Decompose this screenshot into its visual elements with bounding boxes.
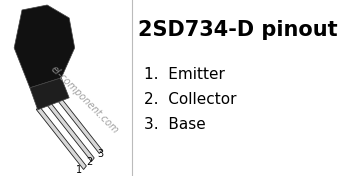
Text: 3: 3 <box>98 149 104 159</box>
Text: 2SD734-D pinout: 2SD734-D pinout <box>138 20 337 40</box>
Polygon shape <box>52 90 102 153</box>
Polygon shape <box>44 98 94 162</box>
Polygon shape <box>36 106 86 169</box>
Text: 1: 1 <box>76 165 82 175</box>
Text: el-component.com: el-component.com <box>49 64 121 136</box>
Text: 2.  Collector: 2. Collector <box>144 92 236 107</box>
Text: 2: 2 <box>86 157 93 167</box>
Polygon shape <box>30 78 69 110</box>
Text: 1.  Emitter: 1. Emitter <box>144 67 225 82</box>
Text: 3.  Base: 3. Base <box>144 117 205 132</box>
Polygon shape <box>14 5 75 88</box>
